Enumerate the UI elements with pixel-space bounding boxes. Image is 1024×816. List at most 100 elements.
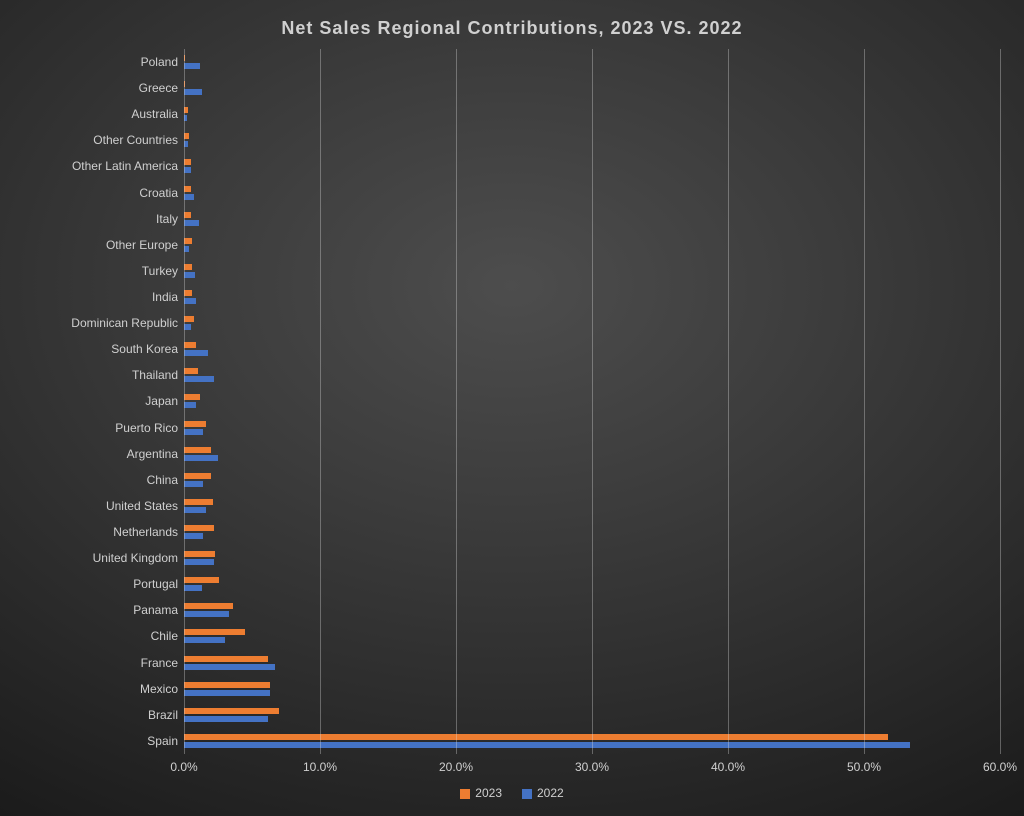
- bar-2023: [184, 290, 192, 296]
- y-axis-label: France: [141, 657, 178, 669]
- gridline: [864, 49, 865, 754]
- x-axis-tick: 10.0%: [303, 760, 337, 774]
- plot-area: Poland Greece Australia Other Countries Othe…: [24, 49, 1000, 754]
- y-axis-label: Portugal: [133, 578, 178, 590]
- bar-2022: [184, 167, 191, 173]
- legend-item-2022: 2022: [522, 786, 564, 800]
- bar-2023: [184, 734, 888, 740]
- y-axis-label: Argentina: [127, 448, 178, 460]
- y-axis-label: Other Latin America: [72, 160, 178, 172]
- bar-2022: [184, 63, 200, 69]
- grid-area: 0.0%10.0%20.0%30.0%40.0%50.0%60.0%: [184, 49, 1000, 754]
- y-axis-label: Other Countries: [93, 134, 178, 146]
- legend-swatch-2023: [460, 789, 470, 799]
- y-axis-label: United Kingdom: [93, 552, 178, 564]
- bar-2022: [184, 350, 208, 356]
- bar-2023: [184, 525, 214, 531]
- bar-2023: [184, 159, 191, 165]
- bar-2022: [184, 481, 203, 487]
- x-axis-tick: 20.0%: [439, 760, 473, 774]
- chart-title: Net Sales Regional Contributions, 2023 V…: [24, 18, 1000, 39]
- y-axis-label: Panama: [133, 604, 178, 616]
- gridline: [1000, 49, 1001, 754]
- x-axis-tick: 40.0%: [711, 760, 745, 774]
- bar-2022: [184, 716, 268, 722]
- bar-2023: [184, 421, 206, 427]
- bar-2023: [184, 629, 245, 635]
- bar-2023: [184, 186, 191, 192]
- bar-2023: [184, 342, 196, 348]
- y-axis-label: India: [152, 291, 178, 303]
- bar-2022: [184, 89, 202, 95]
- bar-2022: [184, 455, 218, 461]
- y-axis-label: Spain: [147, 735, 178, 747]
- y-axis-label: Netherlands: [113, 526, 178, 538]
- gridline: [456, 49, 457, 754]
- bar-2023: [184, 368, 198, 374]
- bar-2022: [184, 429, 203, 435]
- bar-2023: [184, 577, 219, 583]
- y-axis-label: Brazil: [148, 709, 178, 721]
- y-axis-label: Poland: [141, 56, 178, 68]
- gridline: [320, 49, 321, 754]
- legend-label-2022: 2022: [537, 786, 564, 800]
- bar-2022: [184, 324, 191, 330]
- y-axis-label: Chile: [151, 630, 178, 642]
- y-axis-label: Italy: [156, 213, 178, 225]
- legend-item-2023: 2023: [460, 786, 502, 800]
- bar-2022: [184, 376, 214, 382]
- bar-2023: [184, 603, 233, 609]
- bar-2023: [184, 551, 215, 557]
- y-axis-label: South Korea: [111, 343, 178, 355]
- bar-2023: [184, 682, 270, 688]
- x-axis-tick: 50.0%: [847, 760, 881, 774]
- legend-label-2023: 2023: [475, 786, 502, 800]
- bar-2022: [184, 742, 910, 748]
- gridline: [592, 49, 593, 754]
- bar-2022: [184, 611, 229, 617]
- x-axis-tick: 60.0%: [983, 760, 1017, 774]
- bar-2022: [184, 298, 196, 304]
- y-axis-label: Puerto Rico: [115, 422, 178, 434]
- y-axis-label: United States: [106, 500, 178, 512]
- y-axis-label: China: [147, 474, 178, 486]
- x-axis-tick: 0.0%: [170, 760, 197, 774]
- bar-2023: [184, 212, 191, 218]
- y-axis-label: Turkey: [142, 265, 178, 277]
- bar-2023: [184, 473, 211, 479]
- bar-2022: [184, 664, 275, 670]
- y-axis-label: Australia: [131, 108, 178, 120]
- bar-2022: [184, 220, 199, 226]
- bar-2022: [184, 690, 270, 696]
- chart-container: Net Sales Regional Contributions, 2023 V…: [0, 0, 1024, 816]
- legend: 2023 2022: [24, 780, 1000, 800]
- bar-2023: [184, 708, 279, 714]
- bar-2022: [184, 194, 194, 200]
- bar-2022: [184, 402, 196, 408]
- bar-2022: [184, 533, 203, 539]
- y-axis-label: Japan: [145, 395, 178, 407]
- gridline: [728, 49, 729, 754]
- bar-2022: [184, 559, 214, 565]
- y-axis-label: Mexico: [140, 683, 178, 695]
- bar-2022: [184, 272, 195, 278]
- gridline: [184, 49, 185, 754]
- bar-2022: [184, 585, 202, 591]
- bar-2023: [184, 316, 194, 322]
- bar-2023: [184, 499, 213, 505]
- y-axis-label: Greece: [139, 82, 178, 94]
- legend-swatch-2022: [522, 789, 532, 799]
- bar-2023: [184, 238, 192, 244]
- bar-2022: [184, 637, 225, 643]
- bar-2023: [184, 264, 192, 270]
- bar-2023: [184, 394, 200, 400]
- bar-2022: [184, 507, 206, 513]
- y-axis-label: Dominican Republic: [71, 317, 178, 329]
- x-axis-tick: 30.0%: [575, 760, 609, 774]
- bar-2023: [184, 656, 268, 662]
- y-axis-label: Croatia: [139, 187, 178, 199]
- y-axis-label: Thailand: [132, 369, 178, 381]
- y-axis-label: Other Europe: [106, 239, 178, 251]
- bar-2023: [184, 447, 211, 453]
- y-axis-labels: Poland Greece Australia Other Countries Othe…: [24, 49, 184, 754]
